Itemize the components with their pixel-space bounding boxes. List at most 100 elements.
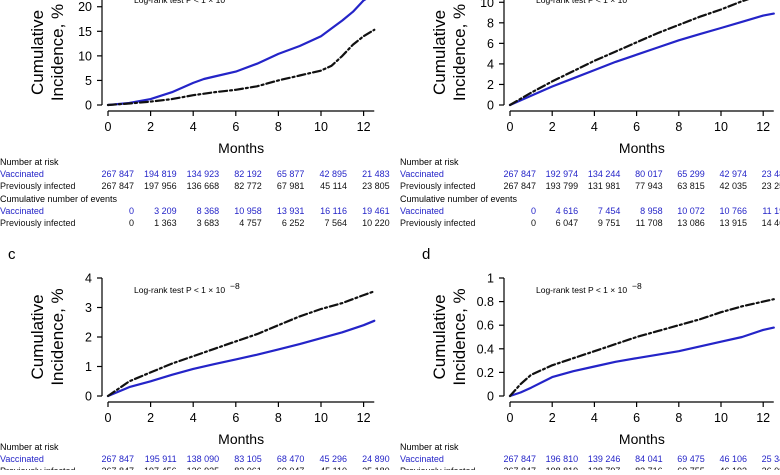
table-cell: 46 106 — [719, 454, 747, 464]
x-tick-label: 10 — [314, 411, 328, 425]
logrank-annotation: Log-rank test P < 1 × 10 — [536, 285, 627, 295]
table-cell: 25 180 — [362, 466, 390, 470]
table-cell: 14 466 — [762, 218, 780, 228]
table-cell: 267 847 — [101, 181, 134, 191]
table-cell: 26 089 — [762, 466, 780, 470]
y-tick-label: 0 — [85, 390, 92, 404]
table-cell: 134 244 — [588, 169, 621, 179]
table-cell: 65 877 — [277, 169, 305, 179]
x-tick-label: 12 — [357, 411, 371, 425]
x-tick-label: 12 — [756, 120, 770, 134]
series-previously-infected — [508, 0, 750, 107]
logrank-exponent: −8 — [632, 281, 642, 291]
y-axis-label-line2: Incidence, % — [48, 4, 67, 101]
table-cell: 80 017 — [635, 169, 663, 179]
table-header: Cumulative number of events — [400, 194, 518, 204]
x-tick-label: 6 — [232, 120, 239, 134]
x-tick-label: 8 — [675, 411, 682, 425]
table-cell: 67 981 — [277, 181, 305, 191]
series-vaccinated — [106, 319, 376, 398]
table-cell: 13 086 — [677, 218, 705, 228]
y-axis-label-line1: Cumulative — [28, 294, 47, 379]
table-cell: 8 958 — [640, 206, 663, 216]
y-tick-label: 1 — [487, 272, 494, 286]
table-cell: 267 847 — [101, 169, 134, 179]
table-cell: 84 041 — [635, 454, 663, 464]
x-axis-label: Months — [619, 140, 665, 156]
table-cell: 0 — [531, 218, 536, 228]
table-cell: 23 257 — [762, 181, 780, 191]
table-cell: 196 810 — [546, 454, 579, 464]
table-cell: 10 072 — [677, 206, 705, 216]
logrank-exponent: −8 — [230, 281, 240, 291]
chart-panel-a: 0 5 10 15 20 0 2 4 6 8 10 12 Months Cumulative Inciden… — [0, 0, 390, 228]
x-axis-label: Months — [218, 140, 264, 156]
table-cell: 65 299 — [677, 169, 705, 179]
table-cell: 82 772 — [234, 181, 262, 191]
table-cell: 42 035 — [719, 181, 747, 191]
table-cell: 192 974 — [546, 169, 579, 179]
table-cell: 267 847 — [101, 466, 134, 470]
x-tick-label: 0 — [105, 120, 112, 134]
table-cell: 13 931 — [277, 206, 305, 216]
table-cell: 9 751 — [598, 218, 621, 228]
table-cell: 69 047 — [277, 466, 305, 470]
table-cell: 23 482 — [762, 169, 780, 179]
x-tick-label: 12 — [756, 411, 770, 425]
table-header: Number at risk — [400, 157, 459, 167]
table-cell: 45 296 — [319, 454, 347, 464]
table-cell: 136 935 — [187, 466, 220, 470]
y-axis-label-line2: Incidence, % — [450, 4, 469, 101]
table-row-label: Vaccinated — [400, 169, 444, 179]
y-tick-label: 0 — [85, 99, 92, 113]
table-cell: 69 755 — [677, 466, 705, 470]
table-cell: 7 454 — [598, 206, 621, 216]
table-row-label: Previously infected — [400, 466, 476, 470]
table-cell: 3 209 — [154, 206, 177, 216]
table-cell: 13 915 — [719, 218, 747, 228]
table-cell: 267 847 — [503, 181, 536, 191]
y-axis-label-line1: Cumulative — [430, 294, 449, 379]
x-tick-label: 10 — [714, 120, 728, 134]
x-tick-label: 10 — [314, 120, 328, 134]
y-tick-label: 4 — [85, 272, 92, 286]
table-cell: 0 — [531, 206, 536, 216]
series-previously-infected — [508, 298, 775, 398]
y-tick-label: 0 — [487, 390, 494, 404]
y-tick-label: 6 — [487, 37, 494, 51]
y-tick-label: 10 — [480, 0, 494, 10]
x-tick-label: 8 — [675, 120, 682, 134]
y-tick-label: 10 — [78, 49, 92, 63]
x-tick-label: 2 — [549, 120, 556, 134]
logrank-annotation: Log-rank test P < 1 × 10 — [134, 285, 225, 295]
table-cell: 193 799 — [546, 181, 579, 191]
table-cell: 19 461 — [362, 206, 390, 216]
table-cell: 45 114 — [320, 181, 347, 191]
x-tick-label: 6 — [633, 411, 640, 425]
y-tick-label: 0.4 — [477, 342, 494, 356]
y-tick-label: 3 — [85, 301, 92, 315]
y-tick-label: 0.8 — [477, 295, 494, 309]
chart-panel-b: 0 2 4 6 8 10 0 2 4 6 8 10 12 Months Cumulative Incidenc… — [400, 0, 780, 228]
table-cell: 197 956 — [144, 181, 177, 191]
y-tick-label: 2 — [85, 331, 92, 345]
y-tick-label: 8 — [487, 16, 494, 30]
table-cell: 0 — [129, 218, 134, 228]
y-axis-label-line2: Incidence, % — [450, 288, 469, 385]
risk-table: Number at risk Vaccinated 267 847 192 974 13… — [400, 157, 780, 191]
table-cell: 134 923 — [187, 169, 220, 179]
y-tick-label: 0.2 — [477, 366, 494, 380]
table-row-label: Vaccinated — [400, 206, 444, 216]
table-cell: 267 847 — [503, 454, 536, 464]
y-axis-label: Cumulative Incidence, % — [28, 4, 67, 101]
y-axis-label-line1: Cumulative — [430, 10, 449, 95]
events-table: Cumulative number of events Vaccinated 0 4 … — [400, 194, 780, 228]
table-header: Number at risk — [0, 157, 59, 167]
table-cell: 3 683 — [197, 218, 220, 228]
table-cell: 8 368 — [197, 206, 220, 216]
table-cell: 6 047 — [556, 218, 579, 228]
table-cell: 10 766 — [719, 206, 747, 216]
table-row-label: Previously infected — [0, 218, 76, 228]
